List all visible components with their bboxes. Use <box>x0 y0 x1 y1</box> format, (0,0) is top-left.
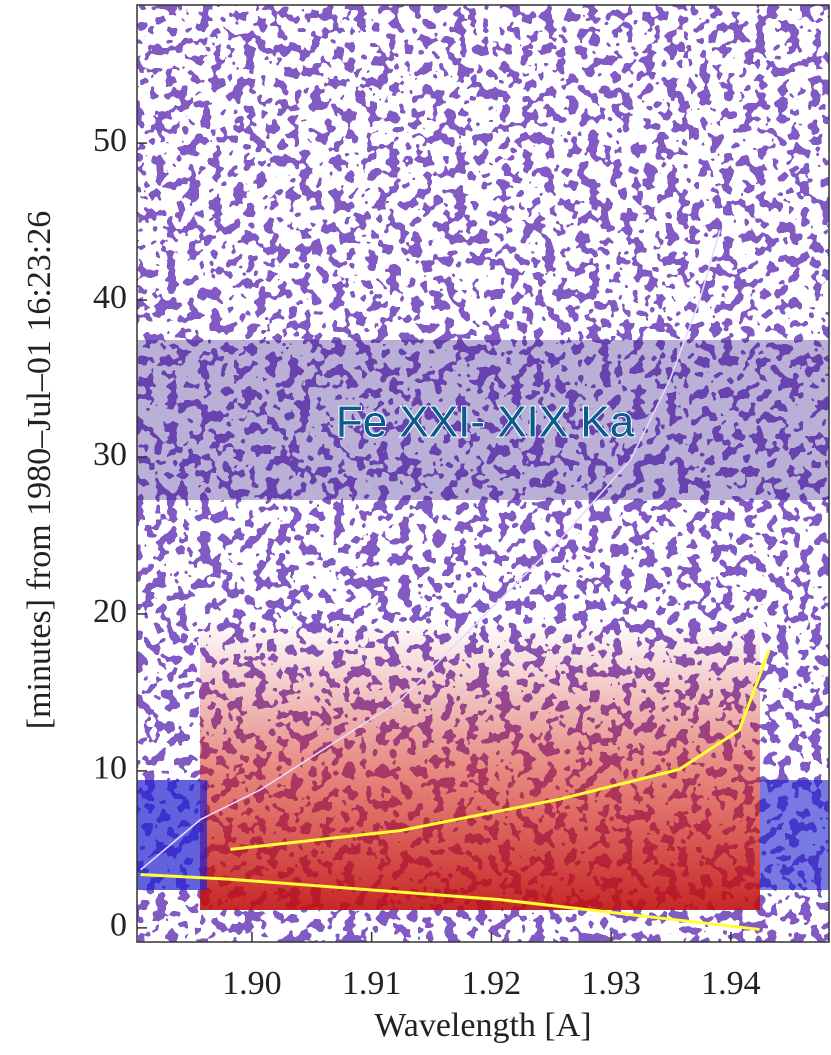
spectrogram <box>137 5 829 942</box>
plot <box>140 229 771 931</box>
y-tick-label: 40 <box>93 279 127 316</box>
y-axis-label: [minutes] from 1980–Jul–01 16:23:26 <box>21 211 58 729</box>
data-line <box>140 649 771 931</box>
x-tick-label: 1.92 <box>462 965 522 1002</box>
y-tick-label: 30 <box>93 436 127 473</box>
x-tick-label: 1.91 <box>342 965 402 1002</box>
y-tick-label: 20 <box>93 593 127 630</box>
y-tick-label: 0 <box>110 907 127 944</box>
annotation: Fe XXI- XIX Ka <box>336 398 635 447</box>
plot-frame <box>136 4 830 943</box>
x-axis-label: Wavelength [A] <box>374 1007 591 1044</box>
y-tick-label: 10 <box>93 750 127 787</box>
x-tick-label: 1.93 <box>581 965 641 1002</box>
data-line <box>140 229 721 871</box>
y-tick-label: 50 <box>93 122 127 159</box>
x-tick-label: 1.90 <box>222 965 282 1002</box>
x-tick-label: 1.94 <box>701 965 761 1002</box>
